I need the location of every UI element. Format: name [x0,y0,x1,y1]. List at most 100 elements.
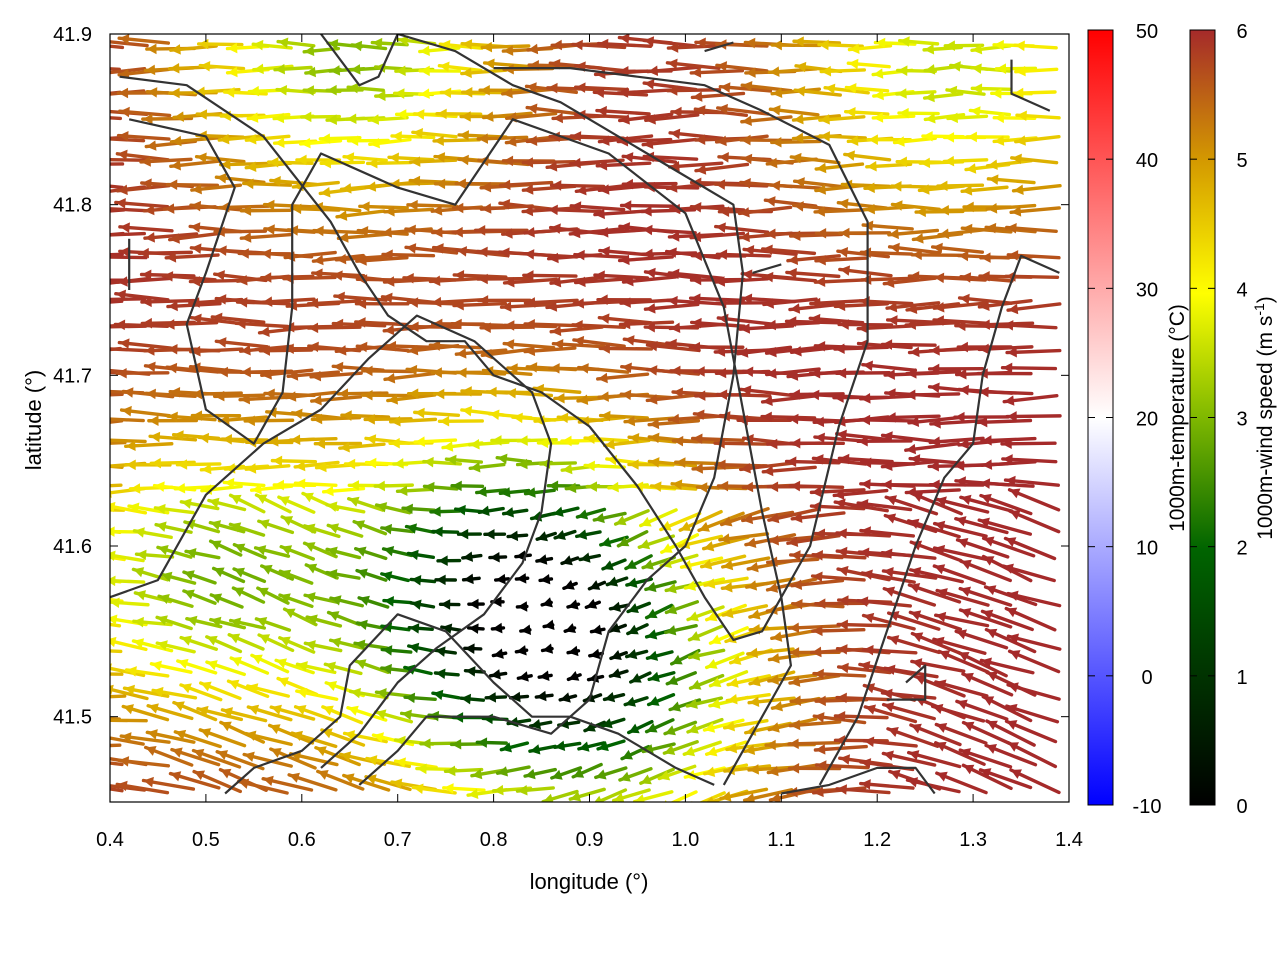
wind-arrow [932,520,988,538]
wind-arrow [904,486,961,498]
wind-arrow [149,660,193,674]
wind-arrow [528,744,557,755]
wind-arrow [792,177,845,189]
wind-arrow [632,790,674,802]
wind-arrow [568,227,625,239]
wind-arrow [338,442,386,453]
wind-arrow [269,704,316,721]
wind-arrow [249,483,294,495]
wind-arrow [382,596,413,607]
wind-arrow [667,268,724,280]
wind-arrow [616,87,673,98]
wind-arrow [738,323,795,334]
wind-arrow [257,633,295,653]
wind-arrow [814,254,869,266]
wind-arrow [334,253,389,265]
wind-arrow [953,411,1010,423]
wind-arrow [767,651,819,664]
tempticks-label: 40 [1136,150,1158,172]
wind-arrow [682,740,722,757]
wind-arrow [466,623,485,634]
wind-arrow [340,410,391,421]
wind-arrow [691,463,745,474]
wind-arrow [958,608,1013,629]
wind-arrow [589,624,606,636]
wind-arrow [908,454,965,465]
contour-line [119,66,869,642]
wind-arrow [1012,87,1057,99]
wind-arrow [666,295,722,307]
wind-arrow [110,392,124,397]
wind-arrow [470,768,508,780]
wind-arrow [569,201,626,212]
wind-arrow [566,645,581,657]
wind-arrow [287,772,338,792]
wind-arrow [117,34,171,45]
wind-arrow [905,777,961,794]
windticks-label: 4 [1236,279,1247,301]
wind-arrow [234,318,290,330]
wind-arrow [140,296,196,308]
contour-line [886,664,927,701]
wind-arrow [436,555,462,566]
wind-arrow [429,296,485,308]
wind-arrow [380,645,413,656]
wind-arrow [542,619,555,630]
wind-arrow [835,429,891,442]
wind-arrow [384,340,439,352]
wind-arrow [1005,703,1060,724]
wind-arrow [886,635,941,655]
wind-arrow [386,393,437,405]
wind-arrow [117,756,171,768]
wind-arrow [689,317,746,329]
y-tick-label: 41.8 [53,195,92,217]
wind-arrow [619,389,673,401]
wind-arrow [1014,134,1061,146]
wind-arrow [884,495,939,516]
wind-arrow [110,438,147,444]
wind-arrow [856,435,913,447]
wind-arrow [119,732,171,744]
wind-arrow [736,345,793,358]
x-axis-label: longitude (°) [530,869,649,894]
wind-arrow [110,67,147,75]
wind-arrow [928,345,985,356]
wind-arrow [348,687,389,700]
wind-arrow [270,455,318,467]
wind-arrow [560,435,605,447]
wind-arrow [246,704,293,722]
wind-arrow [699,554,747,570]
wind-arrow [767,66,819,77]
wind-arrow [1005,411,1062,422]
x-tick-label: 0.8 [480,829,508,851]
wind-arrow [643,302,700,314]
wind-arrow [624,554,653,571]
wind-arrow [644,718,675,734]
wind-arrow [863,704,918,724]
wind-arrow [764,345,821,358]
wind-arrow [553,529,577,540]
wind-arrow [460,67,508,79]
wind-arrow [665,85,722,96]
y-axis-label: latitude (°) [21,370,46,471]
wind-arrow [975,416,1033,428]
wind-arrow [569,157,625,169]
contour-line [781,766,936,795]
wind-arrow [1001,563,1056,583]
wind-arrow [383,206,435,217]
wind-arrow [278,593,314,609]
wind-arrow [118,106,172,118]
x-tick-label: 0.7 [384,829,412,851]
wind-arrow [571,319,627,331]
wind-arrow [408,156,458,167]
wind-arrow [575,529,602,540]
wind-arrow [907,583,962,604]
wind-arrow [454,348,508,359]
wind-arrow [1004,719,1058,744]
wind-arrow [488,551,508,563]
wind-arrow [279,545,315,561]
wind-arrow [325,546,362,560]
wind-arrow [836,198,889,210]
wind-arrow [598,410,649,422]
wind-arrow [318,133,362,144]
